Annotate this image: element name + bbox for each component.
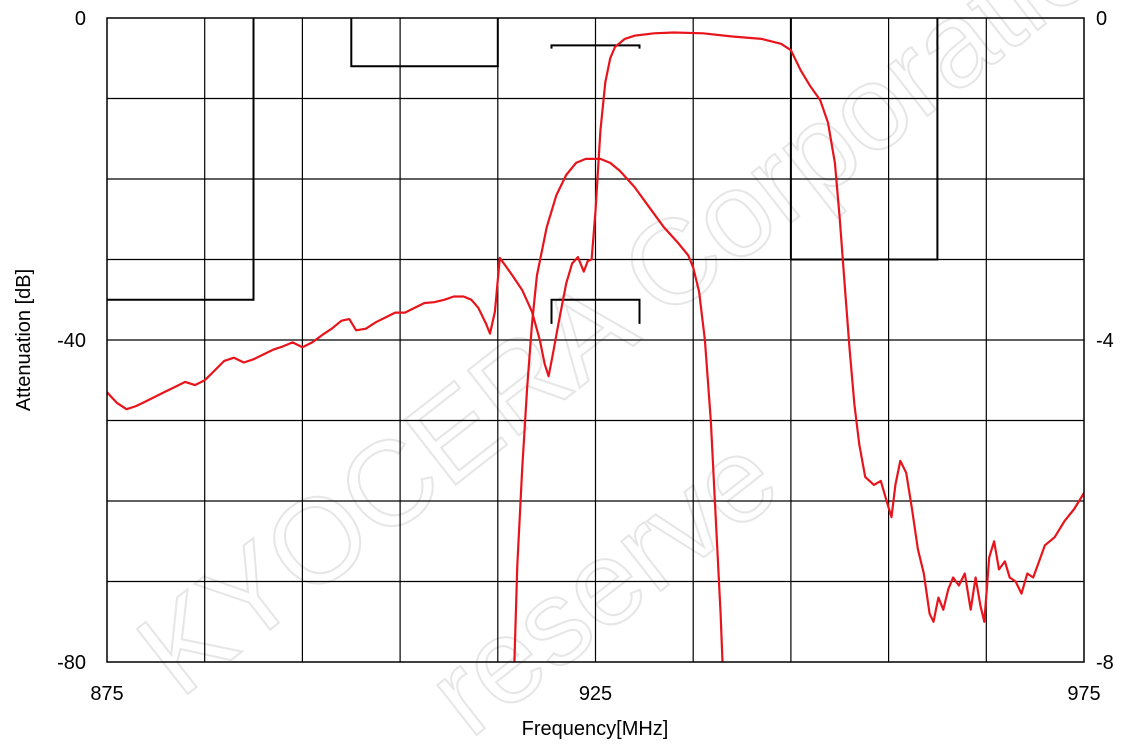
y-left-tick-label: 0	[75, 8, 86, 30]
x-tick-label: 925	[579, 683, 612, 705]
y-left-tick-label: -40	[57, 330, 86, 352]
x-axis-title: Frequency[MHz]	[522, 718, 669, 740]
watermark: KYOCERA Corporatio reserve	[114, 0, 1121, 750]
y-right-tick-label: -8	[1096, 652, 1114, 674]
y-axis-title: Attenuation [dB]	[13, 269, 35, 411]
y-right-tick-label: -4	[1096, 330, 1114, 352]
y-left-tick-label: -80	[57, 652, 86, 674]
spec-mask-line	[107, 18, 254, 300]
x-tick-label: 975	[1067, 683, 1100, 705]
spec-mask-line	[351, 18, 498, 66]
y-right-tick-label: 0	[1096, 8, 1107, 30]
x-tick-label: 875	[90, 683, 123, 705]
